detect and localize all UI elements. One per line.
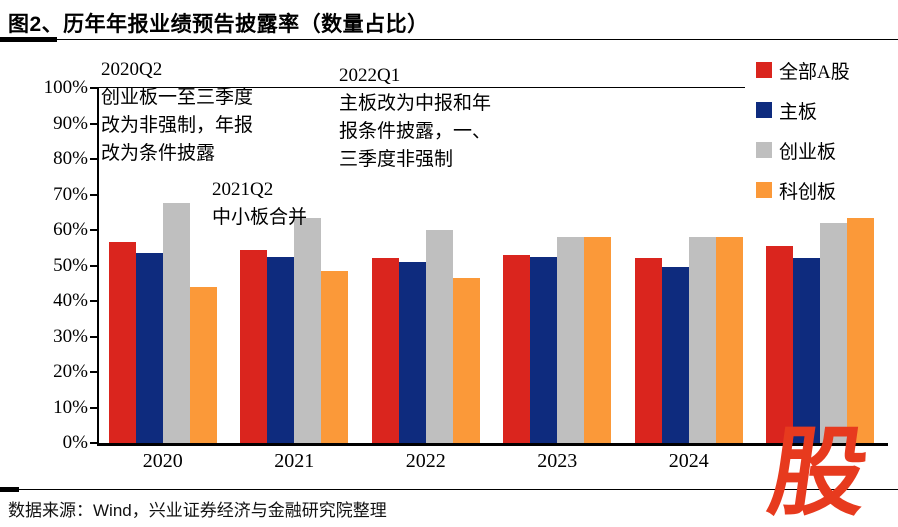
x-tick-label: 2020 bbox=[142, 450, 183, 472]
y-tick-label: 60% bbox=[53, 219, 88, 240]
annotation-line: 中小板合并 bbox=[212, 207, 308, 228]
bar-主板-2022 bbox=[398, 261, 426, 443]
annotation-line: 改为非强制，年报 bbox=[101, 115, 254, 136]
annotation-line: 三季度非强制 bbox=[339, 149, 454, 170]
y-tick-label: 90% bbox=[53, 112, 88, 134]
legend-swatch-icon bbox=[756, 142, 772, 158]
y-tick-mark bbox=[90, 229, 97, 231]
y-tick-mark bbox=[90, 406, 97, 409]
annotation-2021q2: 2021Q2 中小板合并 bbox=[212, 176, 307, 232]
y-tick-label: 20% bbox=[53, 361, 88, 382]
legend-label: 创业板 bbox=[779, 141, 837, 163]
annotation-line: 2022Q1 bbox=[339, 65, 401, 86]
y-tick-mark bbox=[90, 87, 97, 89]
legend-item-主板: 主板 bbox=[756, 90, 850, 130]
y-tick-label: 100% bbox=[43, 77, 88, 98]
x-tick-label: 2023 bbox=[537, 450, 578, 472]
y-tick-mark bbox=[90, 442, 97, 444]
bar-科创板-hidden bbox=[847, 217, 875, 443]
bar-科创板-2022 bbox=[452, 277, 480, 443]
legend-label: 科创板 bbox=[779, 181, 837, 203]
bar-创业板-2024 bbox=[688, 237, 716, 443]
annotation-line: 改为条件披露 bbox=[101, 143, 216, 164]
bar-创业板-2022 bbox=[425, 230, 453, 443]
stock-watermark: 股 bbox=[762, 418, 875, 527]
bar-全部A股-2024 bbox=[634, 258, 662, 443]
bar-主板-2020 bbox=[135, 253, 163, 443]
title-divider bbox=[0, 39, 898, 40]
bar-科创板-2021 bbox=[321, 270, 349, 443]
bar-创业板-2023 bbox=[557, 237, 585, 443]
legend-swatch-icon bbox=[756, 62, 772, 78]
legend-swatch-icon bbox=[756, 102, 772, 118]
bar-全部A股-hidden bbox=[766, 245, 794, 443]
legend-item-全部A股: 全部A股 bbox=[756, 50, 850, 90]
y-tick-label: 80% bbox=[53, 148, 88, 169]
legend-label: 全部A股 bbox=[779, 61, 850, 83]
legend-swatch-icon bbox=[756, 182, 772, 198]
y-tick-mark bbox=[90, 193, 97, 196]
bar-创业板-2021 bbox=[294, 217, 322, 443]
plot-top-border bbox=[97, 87, 745, 88]
annotation-2020q2: 2020Q2 创业板一至三季度 改为非强制，年报 改为条件披露 bbox=[101, 56, 253, 168]
y-tick-mark bbox=[90, 158, 97, 160]
annotation-2022q1: 2022Q1 主板改为中报和年 报条件披露，一、 三季度非强制 bbox=[339, 62, 491, 174]
bar-主板-2023 bbox=[530, 256, 558, 443]
bottom-divider-accent bbox=[0, 487, 19, 492]
y-tick-mark bbox=[90, 264, 97, 267]
y-tick-mark bbox=[90, 371, 97, 373]
plot-area bbox=[97, 88, 888, 446]
legend-item-科创板: 科创板 bbox=[756, 170, 850, 210]
bar-科创板-2024 bbox=[715, 237, 743, 443]
title-divider-accent bbox=[0, 37, 57, 42]
data-source: 数据来源：Wind，兴业证券经济与金融研究院整理 bbox=[8, 501, 387, 520]
bar-group-hidden bbox=[755, 88, 887, 443]
bottom-divider bbox=[0, 489, 898, 490]
annotation-line: 2020Q2 bbox=[101, 59, 163, 80]
y-tick-label: 40% bbox=[53, 290, 88, 311]
legend-item-创业板: 创业板 bbox=[756, 130, 850, 170]
bar-group-2024 bbox=[623, 88, 755, 443]
bar-创业板-2020 bbox=[162, 203, 190, 443]
bar-主板-2021 bbox=[267, 256, 295, 443]
legend-label: 主板 bbox=[779, 101, 818, 123]
annotation-line: 报条件披露，一、 bbox=[339, 121, 492, 142]
bar-全部A股-2023 bbox=[503, 254, 531, 443]
bar-全部A股-2022 bbox=[371, 258, 399, 443]
x-axis-labels: 2020 2021 2022 2023 2024 bbox=[97, 450, 886, 478]
x-tick-label: 2022 bbox=[405, 450, 446, 472]
y-tick-mark bbox=[90, 335, 97, 338]
x-tick-label: 2024 bbox=[668, 450, 709, 472]
bar-group-2022 bbox=[360, 88, 492, 443]
annotation-line: 2021Q2 bbox=[212, 179, 274, 200]
y-tick-label: 30% bbox=[53, 325, 88, 347]
bar-group-2020 bbox=[97, 88, 229, 443]
y-tick-label: 70% bbox=[53, 183, 88, 205]
legend: 全部A股主板创业板科创板 bbox=[756, 50, 850, 210]
bar-创业板-hidden bbox=[820, 222, 848, 443]
bar-科创板-2020 bbox=[189, 286, 217, 443]
annotation-line: 主板改为中报和年 bbox=[339, 93, 492, 114]
bar-全部A股-2021 bbox=[240, 249, 268, 443]
annotation-line: 创业板一至三季度 bbox=[101, 87, 254, 108]
bar-group-2023 bbox=[492, 88, 624, 443]
chart-title: 图2、历年年报业绩预告披露率（数量占比） bbox=[8, 13, 429, 36]
y-tick-label: 0% bbox=[62, 432, 88, 453]
x-tick-label: 2021 bbox=[274, 450, 315, 472]
y-tick-mark bbox=[90, 122, 97, 125]
bar-科创板-2023 bbox=[584, 237, 612, 443]
y-tick-label: 50% bbox=[53, 254, 88, 276]
bar-主板-2024 bbox=[661, 267, 689, 443]
bar-全部A股-2020 bbox=[108, 242, 136, 443]
bar-主板-hidden bbox=[793, 258, 821, 443]
y-tick-mark bbox=[90, 300, 97, 302]
bar-group-2021 bbox=[229, 88, 361, 443]
y-tick-label: 10% bbox=[53, 396, 88, 418]
